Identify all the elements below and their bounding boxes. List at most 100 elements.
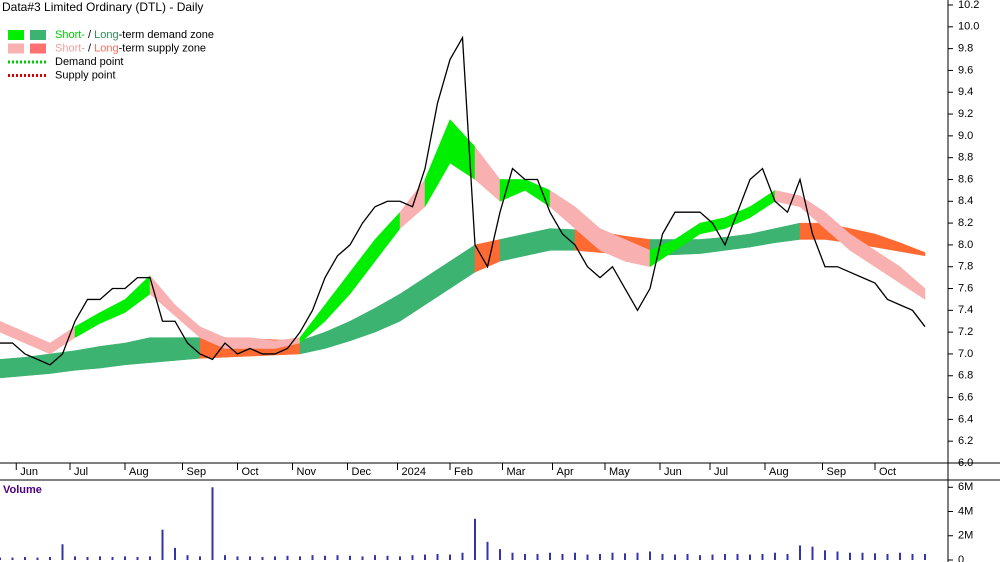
volume-bar	[336, 555, 339, 560]
x-tick-label: Feb	[454, 466, 473, 478]
volume-bar	[224, 555, 226, 560]
volume-bar	[836, 551, 839, 560]
x-tick-label: May	[609, 466, 630, 478]
legend-label: Short- / Long-term supply zone	[55, 42, 206, 54]
volume-bar	[249, 556, 251, 560]
y-tick-label: 6.0	[958, 457, 973, 469]
x-tick-label: Jun	[664, 466, 682, 478]
volume-bar	[299, 556, 301, 560]
volume-bar	[536, 553, 539, 560]
zone-segment	[0, 356, 26, 379]
volume-bar	[49, 556, 51, 560]
x-tick-label: Nov	[297, 466, 317, 478]
volume-bar	[11, 557, 14, 560]
y-tick-label: 9.4	[958, 86, 973, 98]
volume-bar	[474, 518, 476, 560]
y-tick-label: 9.0	[958, 130, 973, 142]
legend-part: /	[85, 42, 94, 54]
x-tick-label: 2024	[402, 466, 426, 478]
legend-part: Long	[94, 42, 118, 54]
volume-bar	[486, 541, 489, 560]
legend-swatch	[30, 30, 46, 40]
y-tick-label: 8.8	[958, 152, 973, 164]
y-tick-label: 8.2	[958, 217, 973, 229]
legend-part: Short-	[55, 29, 85, 41]
y-tick-label: 10.2	[958, 0, 979, 11]
volume-bar	[674, 554, 676, 560]
zone-segment	[74, 346, 101, 371]
legend-label: Short- / Long-term demand zone	[55, 29, 214, 41]
legend-label: Supply point	[55, 69, 116, 81]
volume-bar	[624, 553, 626, 560]
y-tick-label: 6.4	[958, 413, 973, 425]
volume-bar	[911, 553, 914, 560]
volume-bar	[424, 554, 426, 560]
volume-bar	[549, 552, 551, 560]
volume-bar	[749, 554, 751, 560]
volume-bar	[236, 556, 239, 560]
volume-bar	[699, 555, 701, 560]
legend-part: Demand point	[55, 56, 124, 68]
volume-bar	[174, 547, 176, 560]
legend-part: -term supply zone	[119, 42, 206, 54]
legend-part: Short-	[55, 42, 85, 54]
y-tick-label: 7.8	[958, 261, 973, 273]
volume-bar	[886, 553, 889, 560]
volume-bar	[349, 555, 351, 560]
x-tick-label: Jul	[74, 466, 88, 478]
y-tick-label: 6.8	[958, 370, 973, 382]
volume-tick-label: 2M	[958, 530, 973, 542]
volume-bar	[849, 552, 851, 560]
zone-segment	[99, 342, 126, 369]
legend-swatch	[8, 30, 24, 40]
zone-short	[0, 118, 926, 355]
y-tick-label: 7.2	[958, 326, 973, 338]
x-tick-label: Sep	[827, 466, 847, 478]
volume-bar	[399, 556, 401, 560]
zone-segment	[149, 337, 176, 363]
volume-bar	[874, 553, 876, 560]
volume-bar	[411, 555, 414, 560]
x-tick-label: Mar	[507, 466, 526, 478]
volume-title: Volume	[3, 484, 42, 496]
y-tick-label: 6.6	[958, 391, 973, 403]
volume-bar	[74, 556, 76, 560]
volume-bar	[324, 555, 326, 560]
x-tick-label: Aug	[129, 466, 149, 478]
volume-bar	[386, 555, 389, 560]
volume-bar	[611, 552, 614, 560]
y-tick-label: 10.0	[958, 21, 979, 33]
volume-bar	[736, 553, 739, 560]
volume-bar	[374, 555, 376, 560]
volume-bar	[111, 556, 114, 560]
x-tick-label: Dec	[352, 466, 372, 478]
legend-part: Long	[94, 29, 118, 41]
volume-bar	[649, 551, 651, 560]
volume-bar	[574, 552, 576, 560]
y-tick-label: 6.2	[958, 435, 973, 447]
zone-segment	[549, 228, 576, 251]
volume-bar	[586, 554, 589, 560]
volume-bar	[211, 487, 214, 560]
y-tick-label: 7.6	[958, 282, 973, 294]
volume-bar	[36, 557, 39, 560]
volume-bar	[824, 550, 826, 560]
volume-bar	[811, 546, 814, 560]
volume-bar	[124, 556, 126, 560]
y-tick-label: 8.0	[958, 239, 973, 251]
volume-bar	[136, 556, 139, 560]
y-tick-label: 7.0	[958, 348, 973, 360]
volume-bar	[436, 553, 439, 560]
x-tick-label: Jul	[714, 466, 728, 478]
volume-bar	[899, 552, 901, 560]
volume-bar	[86, 556, 89, 560]
zone-segment	[899, 266, 926, 300]
volume-bar	[199, 556, 201, 560]
price-line	[0, 35, 926, 366]
x-tick-label: Oct	[879, 466, 896, 478]
legend-part: Supply point	[55, 69, 116, 81]
y-tick-label: 8.6	[958, 173, 973, 185]
volume-bar	[449, 554, 451, 560]
volume-bar	[924, 553, 926, 560]
